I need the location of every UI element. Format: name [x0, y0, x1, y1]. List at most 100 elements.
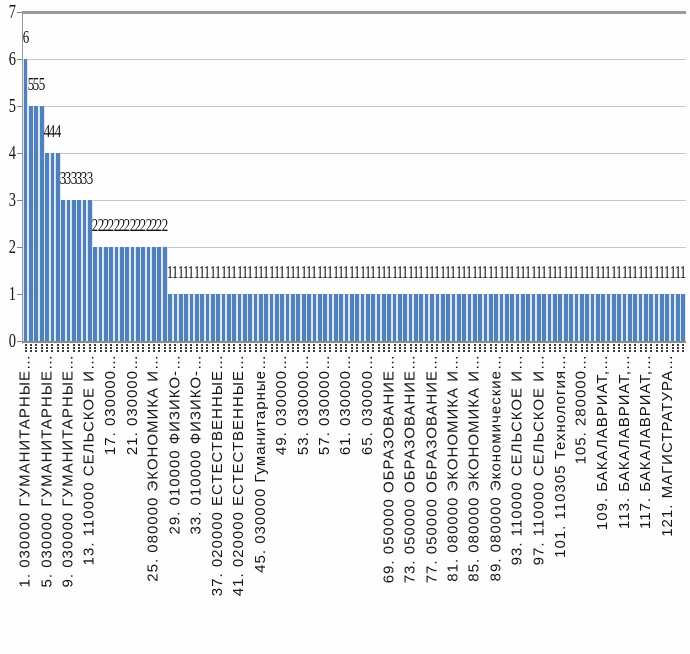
bar-data-label: 1	[316, 262, 323, 282]
category-tick-dots	[30, 344, 33, 352]
category-tick-dots	[104, 344, 107, 352]
x-axis-category-label: 121. МАГИСТРАТУРА…	[658, 354, 676, 537]
x-axis-category-label: 45. 030000 Гуманитарные…	[251, 354, 269, 573]
bar-data-label: 1	[551, 262, 559, 282]
category-tick-dots	[441, 344, 444, 352]
bar-data-label: 1	[674, 262, 682, 282]
bar-data-label: 3	[81, 168, 88, 188]
gridline	[22, 59, 686, 60]
bar	[50, 153, 55, 341]
category-tick-dots	[163, 344, 166, 352]
category-tick-dots	[179, 344, 182, 352]
gridline	[22, 294, 686, 295]
bar-data-label: 1	[605, 262, 612, 282]
category-tick-dots	[243, 344, 246, 352]
category-tick-dots	[623, 344, 626, 352]
bar	[301, 294, 306, 341]
bar	[296, 294, 301, 341]
x-axis-category-label: 117. БАКАЛАВРИАТ,…	[636, 354, 654, 529]
bar	[253, 294, 258, 341]
bar-data-label: 1	[407, 262, 414, 282]
bar	[55, 153, 60, 341]
bar	[451, 294, 456, 341]
bar	[93, 247, 97, 341]
x-axis-category-label: 9. 030000 ГУМАНИТАРНЫЕ…	[59, 354, 77, 588]
bar-data-label: 1	[193, 262, 201, 282]
bar-data-label: 1	[348, 262, 356, 282]
gridline	[22, 200, 686, 201]
bar	[515, 294, 520, 341]
bar	[649, 294, 654, 341]
bar-data-label: 1	[631, 262, 639, 282]
category-tick-dots	[516, 344, 519, 352]
bar	[537, 294, 541, 341]
y-axis-tick-label: 2	[8, 236, 16, 258]
category-tick-dots	[404, 344, 407, 352]
bar	[205, 294, 210, 341]
x-axis-category-label: 29. 010000 ФИЗИКО-…	[166, 354, 184, 535]
bar	[499, 294, 504, 341]
bar-data-label: 1	[434, 262, 441, 282]
bar	[403, 294, 408, 341]
x-axis-category-label: 73. 050000 ОБРАЗОВАНИЕ…	[401, 354, 419, 584]
x-axis-category-label: 1. 030000 ГУМАНИТАРНЫЕ…	[16, 354, 34, 588]
bar-data-label: 1	[337, 262, 345, 282]
bar-data-label: 1	[583, 262, 591, 282]
bar-data-label: 1	[182, 262, 190, 282]
x-axis-category-label: 105. 280000…	[572, 354, 590, 465]
bar	[120, 247, 124, 341]
category-tick-dots	[676, 344, 679, 352]
bar-data-label: 2	[118, 215, 126, 235]
category-tick-dots	[537, 344, 540, 352]
bar	[387, 294, 392, 341]
x-axis-category-label: 113. БАКАЛАВРИАТ,…	[615, 354, 633, 529]
category-tick-dots	[126, 344, 129, 352]
category-tick-dots	[222, 344, 225, 352]
bar-data-label: 1	[246, 262, 254, 282]
category-tick-dots	[484, 344, 487, 352]
bar	[526, 294, 531, 341]
category-tick-dots	[618, 344, 621, 352]
bar-data-label: 1	[257, 262, 265, 282]
y-axis-tick	[17, 12, 22, 13]
bar	[408, 294, 413, 341]
bar	[333, 294, 338, 341]
y-axis-tick	[17, 294, 22, 295]
bar-data-label: 1	[541, 262, 548, 282]
x-axis-category-label: 109. БАКАЛАВРИАТ,…	[594, 354, 612, 531]
bar	[670, 294, 675, 341]
bar-data-label: 1	[450, 262, 457, 282]
gridline	[22, 153, 686, 154]
bar	[606, 294, 611, 341]
y-axis-tick-label: 6	[8, 48, 16, 70]
bar-data-label: 3	[70, 168, 78, 188]
bar	[275, 294, 279, 341]
bar	[595, 294, 600, 341]
bar-data-label: 1	[220, 262, 227, 282]
x-axis-category-label: 81. 080000 ЭКОНОМИКА И…	[444, 354, 462, 582]
category-tick-dots	[206, 344, 209, 352]
bar-data-label: 1	[364, 262, 372, 282]
bar	[531, 294, 536, 341]
bar-data-label: 1	[514, 262, 521, 282]
category-tick-dots	[233, 344, 236, 352]
category-tick-dots	[115, 344, 118, 352]
category-tick-dots	[532, 344, 535, 352]
bar	[109, 247, 114, 341]
category-tick-dots	[110, 344, 113, 352]
y-axis-tick	[17, 106, 22, 107]
category-tick-dots	[393, 344, 396, 352]
category-tick-dots	[564, 344, 567, 352]
x-axis-category-label: 93. 110000 СЕЛЬСКОЕ И…	[508, 354, 526, 566]
bar	[146, 247, 151, 341]
category-tick-dots	[201, 344, 204, 352]
bar	[633, 294, 638, 341]
category-tick-dots	[612, 344, 615, 352]
category-tick-dots	[185, 344, 188, 352]
category-tick-dots	[420, 344, 423, 352]
bar-data-label: 5	[33, 74, 40, 94]
bar-data-label: 1	[567, 262, 575, 282]
bar	[157, 247, 162, 341]
bar-data-label: 2	[134, 215, 142, 235]
